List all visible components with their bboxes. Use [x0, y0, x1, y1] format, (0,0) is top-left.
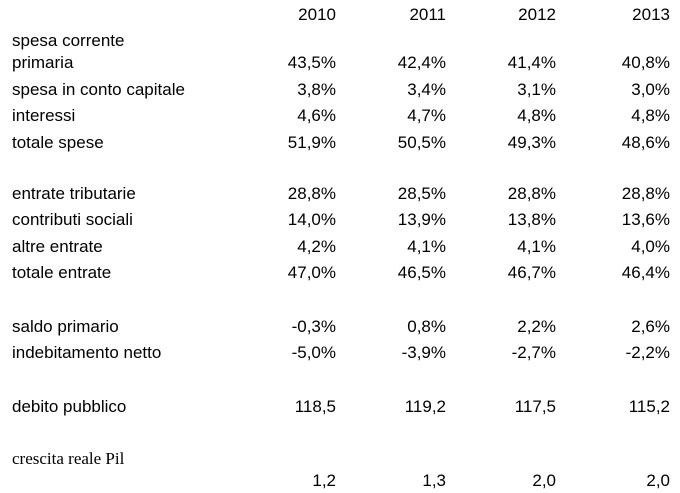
cell-interessi-2012: 4,8% — [517, 106, 556, 125]
cell-saldo-primario-2012: 2,2% — [517, 317, 556, 336]
row-label-contributi-sociali: contributi sociali — [12, 210, 133, 229]
row-label-totale-entrate: totale entrate — [12, 263, 112, 282]
cell-spesa-capitale-2010: 3,8% — [297, 80, 336, 99]
cell-altre-entrate-2011: 4,1% — [407, 237, 446, 256]
cell-spesa-capitale-2013: 3,0% — [631, 80, 670, 99]
cell-saldo-primario-2013: 2,6% — [631, 317, 670, 336]
cell-contributi-sociali-2010: 14,0% — [287, 210, 336, 229]
cell-crescita-pil-2013: 2,0 — [646, 471, 670, 490]
row-label-saldo-primario: saldo primario — [12, 317, 119, 336]
cell-totale-spese-2011: 50,5% — [397, 133, 446, 152]
cell-totale-spese-2012: 49,3% — [507, 133, 556, 152]
cell-entrate-tributarie-2012: 28,8% — [507, 184, 556, 203]
cell-totale-entrate-2012: 46,7% — [507, 263, 556, 282]
cell-spesa-corrente-2010: 43,5% — [287, 53, 336, 72]
cell-entrate-tributarie-2013: 28,8% — [621, 184, 670, 203]
cell-crescita-pil-2010: 1,2 — [312, 471, 336, 490]
cell-entrate-tributarie-2010: 28,8% — [287, 184, 336, 203]
cell-totale-entrate-2011: 46,5% — [397, 263, 446, 282]
row-label-altre-entrate: altre entrate — [12, 237, 103, 256]
cell-spesa-corrente-2013: 40,8% — [621, 53, 670, 72]
row-label-totale-spese: totale spese — [12, 133, 104, 152]
cell-entrate-tributarie-2011: 28,5% — [397, 184, 446, 203]
year-header-2013: 2013 — [632, 5, 670, 24]
cell-debito-pubblico-2013: 115,2 — [628, 397, 670, 416]
row-label-entrate-tributarie: entrate tributarie — [12, 184, 136, 203]
cell-contributi-sociali-2012: 13,8% — [507, 210, 556, 229]
cell-totale-entrate-2010: 47,0% — [287, 263, 336, 282]
cell-altre-entrate-2013: 4,0% — [631, 237, 670, 256]
cell-indebitamento-netto-2011: -3,9% — [401, 343, 446, 362]
year-header-2012: 2012 — [518, 5, 556, 24]
cell-spesa-capitale-2012: 3,1% — [517, 80, 556, 99]
cell-saldo-primario-2011: 0,8% — [407, 317, 446, 336]
cell-altre-entrate-2012: 4,1% — [517, 237, 556, 256]
cell-interessi-2010: 4,6% — [297, 106, 336, 125]
cell-crescita-pil-2012: 2,0 — [532, 471, 556, 490]
cell-indebitamento-netto-2013: -2,2% — [625, 343, 670, 362]
cell-spesa-capitale-2011: 3,4% — [407, 80, 446, 99]
cell-spesa-corrente-2012: 41,4% — [507, 53, 556, 72]
cell-saldo-primario-2010: -0,3% — [291, 317, 336, 336]
row-label-spesa-corrente-line2: primaria — [12, 53, 74, 72]
row-label-spesa-corrente-line1: spesa corrente — [12, 31, 125, 50]
cell-totale-spese-2010: 51,9% — [287, 133, 336, 152]
year-header-2011: 2011 — [409, 5, 446, 24]
cell-interessi-2011: 4,7% — [407, 106, 446, 125]
row-label-spesa-capitale: spesa in conto capitale — [12, 80, 185, 99]
cell-altre-entrate-2010: 4,2% — [297, 237, 336, 256]
cell-debito-pubblico-2011: 119,2 — [404, 397, 446, 416]
cell-contributi-sociali-2013: 13,6% — [621, 210, 670, 229]
cell-debito-pubblico-2012: 117,5 — [514, 397, 556, 416]
cell-interessi-2013: 4,8% — [631, 106, 670, 125]
cell-indebitamento-netto-2012: -2,7% — [511, 343, 556, 362]
cell-spesa-corrente-2011: 42,4% — [397, 53, 446, 72]
row-label-debito-pubblico: debito pubblico — [12, 397, 127, 416]
cell-totale-entrate-2013: 46,4% — [621, 263, 670, 282]
row-label-crescita-pil: crescita reale Pil — [12, 449, 125, 468]
cell-indebitamento-netto-2010: -5,0% — [291, 343, 336, 362]
cell-totale-spese-2013: 48,6% — [621, 133, 670, 152]
row-label-interessi: interessi — [12, 106, 76, 125]
cell-debito-pubblico-2010: 118,5 — [294, 397, 336, 416]
row-label-indebitamento-netto: indebitamento netto — [12, 343, 162, 362]
cell-crescita-pil-2011: 1,3 — [422, 471, 446, 490]
year-header-2010: 2010 — [298, 5, 336, 24]
cell-contributi-sociali-2011: 13,9% — [397, 210, 446, 229]
